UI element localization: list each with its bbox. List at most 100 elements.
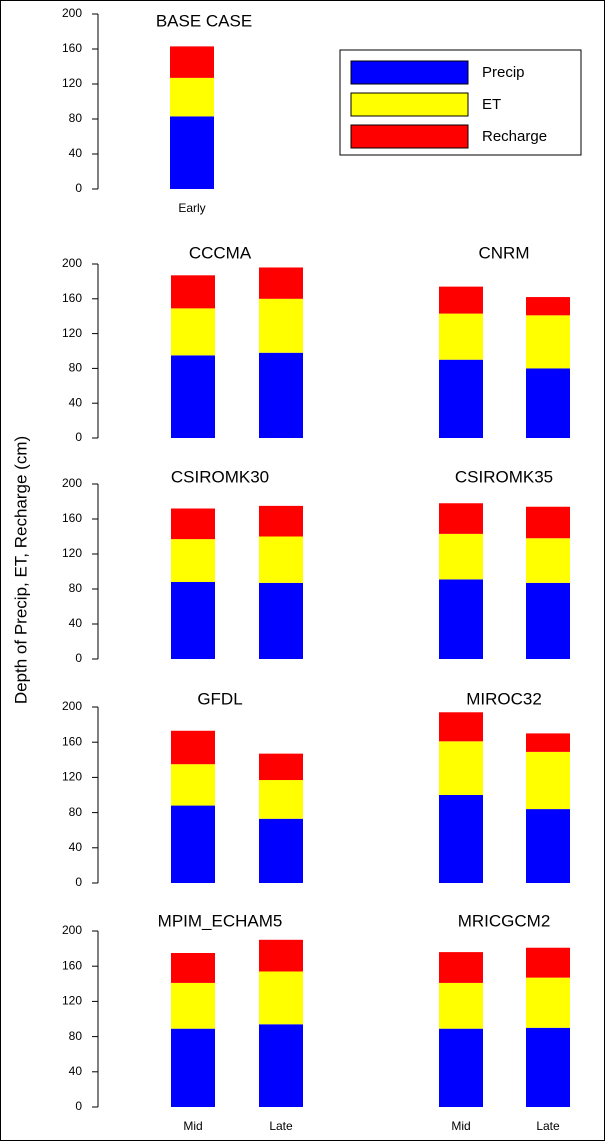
legend-swatch [350,124,469,149]
y-tick-label: 0 [75,651,82,665]
panel-title: CNRM [479,243,530,262]
bar-segment [171,308,215,356]
bar-segment [259,298,303,353]
bar-segment [526,506,570,539]
y-tick-label: 40 [69,616,83,630]
panel-title: MPIM_ECHAM5 [158,911,283,930]
bar-segment [526,733,570,752]
bar-segment [439,359,483,438]
y-tick-label: 120 [62,326,82,340]
panel-title: BASE CASE [156,11,252,30]
bar-segment [439,795,483,883]
bar-segment [170,116,214,189]
y-tick-label: 200 [62,6,82,20]
panel-title: CSIROMK30 [171,467,269,486]
panel-title: MRICGCM2 [458,911,551,930]
y-tick-label: 120 [62,76,82,90]
y-tick-label: 120 [62,546,82,560]
bar-segment [526,368,570,438]
bar-segment [171,953,215,983]
bar-segment [439,286,483,314]
x-tick-label: Late [536,1119,560,1133]
panel-title: MIROC32 [466,689,542,708]
y-tick-label: 0 [75,430,82,444]
y-tick-label: 40 [69,1064,83,1078]
y-tick-label: 160 [62,734,82,748]
x-tick-label: Mid [183,1119,202,1133]
bar-segment [259,780,303,819]
y-tick-label: 0 [75,875,82,889]
bar-segment [259,505,303,537]
bar-segment [526,809,570,883]
bar-segment [171,730,215,765]
legend-label: ET [482,96,501,113]
bar-segment [171,539,215,582]
bar-segment [439,741,483,795]
bar-segment [526,1027,570,1107]
y-tick-label: 160 [62,291,82,305]
y-tick-label: 200 [62,476,82,490]
legend-swatch [350,60,469,85]
bar-segment [439,533,483,580]
bar-segment [170,77,214,117]
y-tick-label: 160 [62,511,82,525]
y-tick-label: 80 [69,111,83,125]
bar-segment [439,1028,483,1107]
y-tick-label: 40 [69,146,83,160]
legend-label: Precip [482,64,525,81]
y-tick-label: 120 [62,770,82,784]
legend-label: Recharge [482,128,547,145]
bar-segment [526,947,570,978]
bar-segment [439,579,483,659]
bar-segment [171,275,215,309]
bar-segment [170,46,214,78]
bar-segment [526,751,570,810]
y-tick-label: 200 [62,699,82,713]
x-tick-label: Late [269,1119,293,1133]
y-tick-label: 40 [69,395,83,409]
panel-title: GFDL [197,689,242,708]
bar-segment [171,582,215,659]
y-tick-label: 80 [69,805,83,819]
bar-segment [439,952,483,983]
x-tick-label: Early [178,201,205,215]
bar-segment [259,1024,303,1107]
y-tick-label: 160 [62,958,82,972]
bar-segment [171,1028,215,1107]
bar-segment [526,315,570,369]
bar-segment [439,982,483,1029]
legend-swatch [350,92,469,117]
x-tick-label: Mid [451,1119,470,1133]
bar-segment [171,355,215,438]
bar-segment [259,582,303,659]
y-tick-label: 200 [62,923,82,937]
bar-segment [259,753,303,781]
y-tick-label: 40 [69,840,83,854]
bar-segment [171,805,215,883]
bar-segment [439,503,483,534]
bar-segment [439,712,483,742]
bar-segment [259,352,303,438]
bar-segment [526,977,570,1028]
bar-segment [259,939,303,972]
bar-segment [171,508,215,540]
y-axis-label: Depth of Precip, ET, Recharge (cm) [11,436,30,704]
bar-segment [259,818,303,883]
y-tick-label: 160 [62,41,82,55]
bar-segment [526,297,570,316]
y-tick-label: 80 [69,1029,83,1043]
panel-title: CSIROMK35 [455,467,553,486]
bar-segment [259,536,303,583]
bar-segment [259,971,303,1025]
y-tick-label: 0 [75,1099,82,1113]
y-tick-label: 200 [62,256,82,270]
y-tick-label: 80 [69,361,83,375]
panel-title: CCCMA [189,243,252,262]
bar-segment [526,538,570,583]
bar-segment [259,267,303,299]
bar-segment [526,582,570,659]
bar-segment [439,313,483,360]
y-tick-label: 80 [69,581,83,595]
bar-segment [171,764,215,806]
bar-segment [171,982,215,1029]
